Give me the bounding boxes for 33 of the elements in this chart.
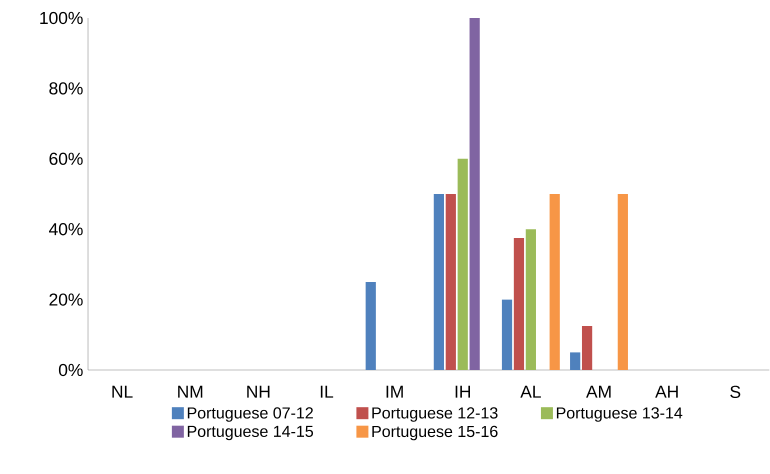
x-tick-label: IH	[456, 386, 470, 398]
x-tick-label: AL	[520, 386, 541, 398]
bar	[582, 326, 592, 370]
x-tick-label: NL	[112, 386, 133, 398]
x-tick-label: IM	[386, 386, 403, 398]
bar	[470, 18, 480, 370]
bar	[366, 282, 376, 370]
bar	[446, 194, 456, 370]
bar	[514, 238, 524, 370]
legend-label: Portuguese 15-16	[372, 426, 498, 440]
y-tick-label: 40%	[49, 223, 83, 236]
y-tick-label: 80%	[49, 82, 83, 95]
x-tick-label: AM	[586, 386, 611, 398]
x-tick-label: AH	[655, 386, 678, 398]
x-tick-label: IL	[320, 386, 334, 398]
y-tick-label: 100%	[40, 12, 83, 24]
bar	[570, 352, 580, 370]
bar	[550, 194, 560, 370]
bar	[618, 194, 628, 370]
bar	[434, 194, 444, 370]
bar	[502, 300, 512, 370]
y-tick-label: 0%	[58, 364, 83, 376]
y-tick-label: 20%	[49, 293, 83, 306]
legend-label: Portuguese 14-15	[188, 426, 314, 440]
bar	[458, 158, 468, 370]
y-tick-label: 60%	[49, 152, 83, 165]
legend-label: Portuguese 13-14	[556, 407, 682, 422]
x-tick-label: S	[730, 386, 740, 398]
x-tick-label: NM	[178, 386, 202, 398]
legend-label: Portuguese 12-13	[372, 407, 498, 422]
bar	[526, 229, 536, 370]
legend-label: Portuguese 07-12	[188, 407, 313, 422]
x-tick-label: NH	[247, 386, 270, 398]
